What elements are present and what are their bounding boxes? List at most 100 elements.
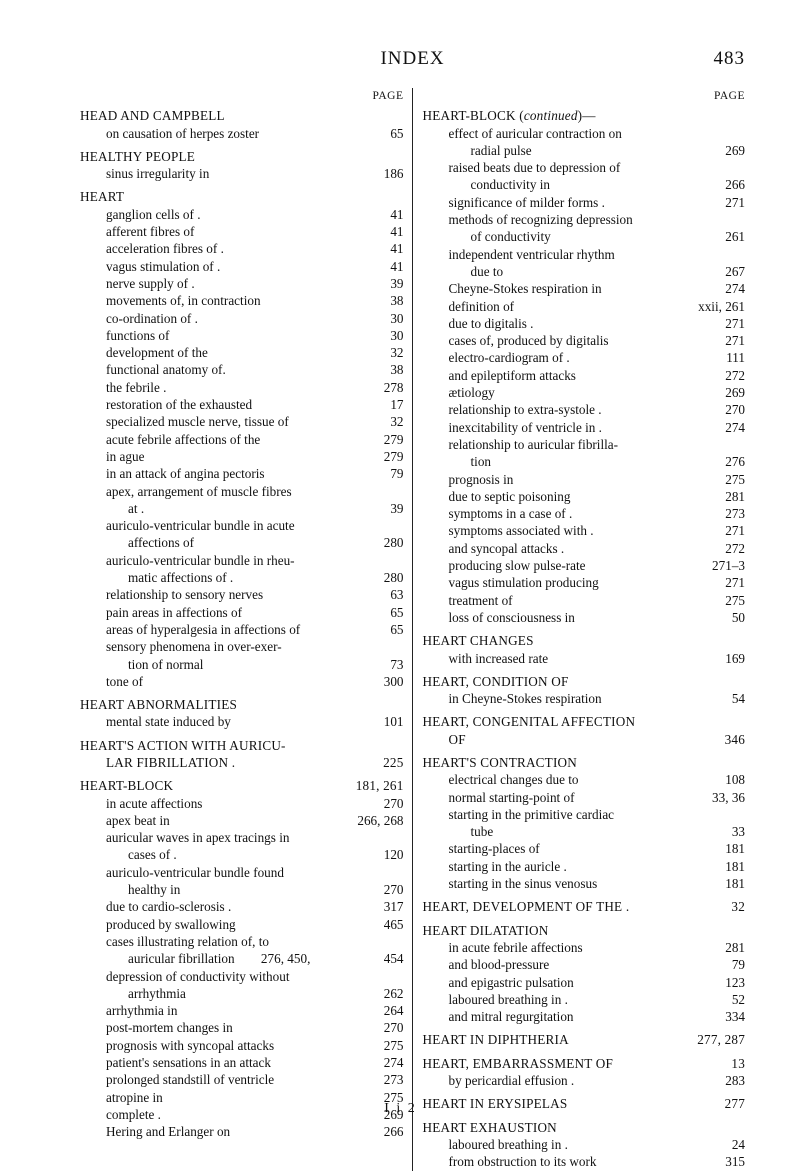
index-entry-label: auriculo-ventricular bundle in rheu- <box>106 552 295 569</box>
index-entry-label: radial pulse <box>471 142 532 159</box>
index-entry: OF346 <box>423 731 746 748</box>
index-entry: HEART CHANGES <box>423 632 746 649</box>
index-entry-page: 266 <box>719 176 745 193</box>
index-entry-label: restoration of the exhausted <box>106 396 252 413</box>
index-entry-label: prognosis with syncopal attacks <box>106 1037 274 1054</box>
index-entry: HEART <box>80 188 404 205</box>
index-entry: ætiology269 <box>423 384 746 401</box>
index-entry: HEART, CONDITION OF <box>423 673 746 690</box>
index-entry-page: 32 <box>384 413 403 430</box>
index-entry-label: HEART-BLOCK (continued)— <box>423 107 596 124</box>
index-entry-page: 270 <box>378 881 404 898</box>
index-entry-label: electro-cardiogram of . <box>449 349 570 366</box>
index-entry-page: 52 <box>726 991 745 1008</box>
index-entry: auricular fibrillation 276, 450, 454 <box>80 950 404 967</box>
index-entry: inexcitability of ventricle in .274 <box>423 419 746 436</box>
index-entry-page: 272 <box>719 540 745 557</box>
index-entry-label: auricular waves in apex tracings in <box>106 829 289 846</box>
index-entry: laboured breathing in .24 <box>423 1136 746 1153</box>
index-entry-label: starting in the primitive cardiac <box>449 806 615 823</box>
index-entry: Cheyne-Stokes respiration in274 <box>423 280 746 297</box>
index-entry-label: tone of <box>106 673 143 690</box>
index-entry-page: 280 <box>378 534 404 551</box>
index-entry-label: HEART, CONDITION OF <box>423 673 569 690</box>
columns: PAGE HEAD AND CAMPBELLon causation of he… <box>80 88 745 1171</box>
index-entry-label: nerve supply of . <box>106 275 195 292</box>
index-entry-page: 111 <box>720 349 745 366</box>
index-entry-label: auricular fibrillation 276, 450, <box>128 950 310 967</box>
index-entry: significance of milder forms .271 <box>423 194 746 211</box>
index-entry-page: 279 <box>378 431 404 448</box>
index-entry-page: 63 <box>384 586 403 603</box>
index-entry-label: arrhythmia <box>128 985 186 1002</box>
index-entry-page: 271 <box>719 332 745 349</box>
index-entry: relationship to extra-systole .270 <box>423 401 746 418</box>
index-entry: ganglion cells of .41 <box>80 206 404 223</box>
index-entry: starting-places of181 <box>423 840 746 857</box>
index-entry: vagus stimulation producing271 <box>423 574 746 591</box>
index-entry: tube33 <box>423 823 746 840</box>
index-entry: HEART EXHAUSTION <box>423 1119 746 1136</box>
page: INDEX 483 PAGE HEAD AND CAMPBELLon causa… <box>0 0 801 1147</box>
index-entry-label: loss of consciousness in <box>449 609 575 626</box>
index-entry-label: auriculo-ventricular bundle in acute <box>106 517 295 534</box>
index-entry: movements of, in contraction38 <box>80 292 404 309</box>
index-entry-label: due to <box>471 263 504 280</box>
index-entry: and blood-pressure79 <box>423 956 746 973</box>
index-entry: produced by swallowing465 <box>80 916 404 933</box>
index-entry-label: HEALTHY PEOPLE <box>80 148 195 165</box>
index-entry: conductivity in266 <box>423 176 746 193</box>
index-entry-label: raised beats due to depression of <box>449 159 621 176</box>
index-entry: symptoms in a case of .273 <box>423 505 746 522</box>
index-entry-label: the febrile . <box>106 379 166 396</box>
index-entry-page: 123 <box>719 974 745 991</box>
index-entry: prolonged standstill of ventricle273 <box>80 1071 404 1088</box>
index-entry-label: from obstruction to its work <box>449 1153 597 1170</box>
index-entry: auricular waves in apex tracings in <box>80 829 404 846</box>
index-entry: treatment of275 <box>423 592 746 609</box>
index-entry-page: 271–3 <box>706 557 745 574</box>
index-entry: in an attack of angina pectoris79 <box>80 465 404 482</box>
index-entry-page: 283 <box>719 1072 745 1089</box>
index-entry-page: 38 <box>384 361 403 378</box>
index-entry: in acute affections270 <box>80 795 404 812</box>
index-entry: patient's sensations in an attack274 <box>80 1054 404 1071</box>
index-entry-label: auriculo-ventricular bundle found <box>106 864 284 881</box>
index-entry: functional anatomy of.38 <box>80 361 404 378</box>
index-entry-page: xxii, 261 <box>692 298 745 315</box>
index-entry: sinus irregularity in186 <box>80 165 404 182</box>
index-entry: acceleration fibres of .41 <box>80 240 404 257</box>
index-entry-page: 65 <box>384 621 403 638</box>
index-entry-label: HEART DILATATION <box>423 922 549 939</box>
index-entry: Hering and Erlanger on266 <box>80 1123 404 1140</box>
index-entry-page: 276 <box>719 453 745 470</box>
index-entry-page: 32 <box>384 344 403 361</box>
index-entry-label: and blood-pressure <box>449 956 550 973</box>
index-entry-label: on causation of herpes zoster <box>106 125 259 142</box>
index-entry-label: HEART <box>80 188 124 205</box>
index-entry: prognosis with syncopal attacks275 <box>80 1037 404 1054</box>
index-entry: sensory phenomena in over-exer- <box>80 638 404 655</box>
running-head-left <box>80 48 140 70</box>
index-entry-page: 39 <box>384 275 403 292</box>
index-entries-left: HEAD AND CAMPBELLon causation of herpes … <box>80 107 404 1140</box>
index-entry-label: vagus stimulation of . <box>106 258 220 275</box>
index-entry-label: in Cheyne-Stokes respiration <box>449 690 602 707</box>
index-entry-page: 24 <box>726 1136 745 1153</box>
index-entry: on causation of herpes zoster65 <box>80 125 404 142</box>
index-entry-label: treatment of <box>449 592 513 609</box>
index-entries-right: HEART-BLOCK (continued)—effect of auricu… <box>423 107 746 1170</box>
index-entry-label: independent ventricular rhythm <box>449 246 615 263</box>
index-entry-label: acute febrile affections of the <box>106 431 260 448</box>
index-entry-label: co-ordination of . <box>106 310 198 327</box>
index-entry: arrhythmia in264 <box>80 1002 404 1019</box>
index-entry: loss of consciousness in50 <box>423 609 746 626</box>
index-entry: apex beat in266, 268 <box>80 812 404 829</box>
index-entry-page: 454 <box>378 950 404 967</box>
index-entry-page: 271 <box>719 315 745 332</box>
index-entry-label: cases illustrating relation of, to <box>106 933 269 950</box>
index-entry-label: methods of recognizing depression <box>449 211 633 228</box>
index-entry: independent ventricular rhythm <box>423 246 746 263</box>
index-entry-label: OF <box>449 731 466 748</box>
index-entry-page: 17 <box>384 396 403 413</box>
